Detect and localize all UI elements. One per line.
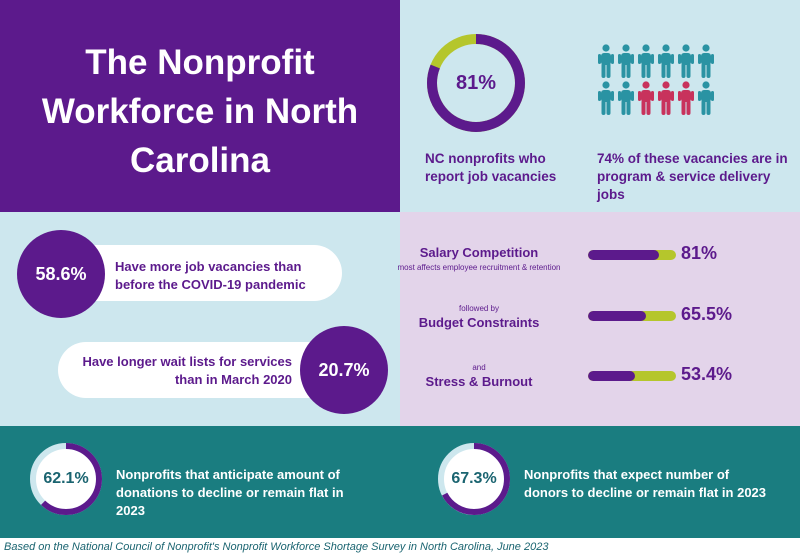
person-icon xyxy=(658,81,674,115)
person-icon xyxy=(678,81,694,115)
person-icon xyxy=(618,81,634,115)
factor-3-bar-fill xyxy=(588,371,635,381)
donation-ring-2: 67.3% xyxy=(437,442,511,516)
factor-2-name: Budget Constraints xyxy=(418,315,540,330)
donation-ring-1-chart xyxy=(30,443,102,515)
donation-2-value: 67.3% xyxy=(451,470,497,487)
program-caption: 74% of these vacancies are in program & … xyxy=(597,151,788,202)
vacancy-caption: NC nonprofits who report job vacancies xyxy=(425,151,557,184)
factor-3-name: Stress & Burnout xyxy=(425,374,533,389)
pill-value-2: 20.7% xyxy=(300,326,388,414)
donation-ring-2-bg xyxy=(441,446,507,512)
factor-1-value: 81% xyxy=(681,243,718,263)
page-title: The Nonprofit Workforce in North Carolin… xyxy=(41,43,359,180)
factor-2-bar-fill xyxy=(588,311,646,321)
donation-ring-1-arc xyxy=(30,443,102,515)
pill-text-1: Have more job vacancies than before the … xyxy=(115,259,306,292)
vacancy-ring: 81% xyxy=(425,32,527,134)
factor-3-prefix: and xyxy=(472,363,486,372)
factor-2-prefix: followed by xyxy=(458,304,500,313)
vacancy-percent: 81% xyxy=(455,71,497,94)
donation-1-value: 62.1% xyxy=(43,470,89,487)
person-icon xyxy=(678,44,694,78)
title-panel: The Nonprofit Workforce in North Carolin… xyxy=(0,0,400,212)
factor-1: Salary Competition most affects employee… xyxy=(384,244,574,273)
vacancy-ring-arc xyxy=(427,34,525,132)
people-grid xyxy=(598,44,714,115)
factor-1-bar-fill xyxy=(588,250,660,260)
vacancy-ring-chart xyxy=(427,34,525,132)
person-icon xyxy=(598,81,614,115)
person-icon xyxy=(638,44,654,78)
person-icon xyxy=(698,81,714,115)
footer-source: Based on the National Council of Nonprof… xyxy=(4,541,549,553)
donation-ring-1: 62.1% xyxy=(29,442,103,516)
donation-2-text: Nonprofits that expect number of donors … xyxy=(524,467,767,500)
donation-1-text: Nonprofits that anticipate amount of don… xyxy=(116,467,344,518)
person-icon xyxy=(698,44,714,78)
person-icon xyxy=(598,44,614,78)
factor-2: followed by Budget Constraints xyxy=(384,303,574,332)
factor-2-value: 65.5% xyxy=(681,304,733,324)
donation-ring-2-arc xyxy=(438,443,510,515)
person-icon xyxy=(638,81,654,115)
person-icon xyxy=(658,44,674,78)
donation-ring-2-chart xyxy=(438,443,510,515)
person-icon xyxy=(618,44,634,78)
donation-panel xyxy=(0,426,800,538)
donation-ring-1-bg xyxy=(33,446,99,512)
factor-1-bar xyxy=(588,250,676,260)
factor-3-bar xyxy=(588,371,676,381)
factor-3: and Stress & Burnout xyxy=(384,362,574,391)
factor-3-value: 53.4% xyxy=(681,364,733,384)
factor-1-name: Salary Competition xyxy=(419,245,539,260)
pill-text-2: Have longer wait lists for services than… xyxy=(82,354,292,387)
factor-2-bar xyxy=(588,311,676,321)
pill-value-1: 58.6% xyxy=(17,230,105,318)
footer: Based on the National Council of Nonprof… xyxy=(0,538,800,560)
factor-1-suffix: most affects employee recruitment & rete… xyxy=(397,263,561,272)
